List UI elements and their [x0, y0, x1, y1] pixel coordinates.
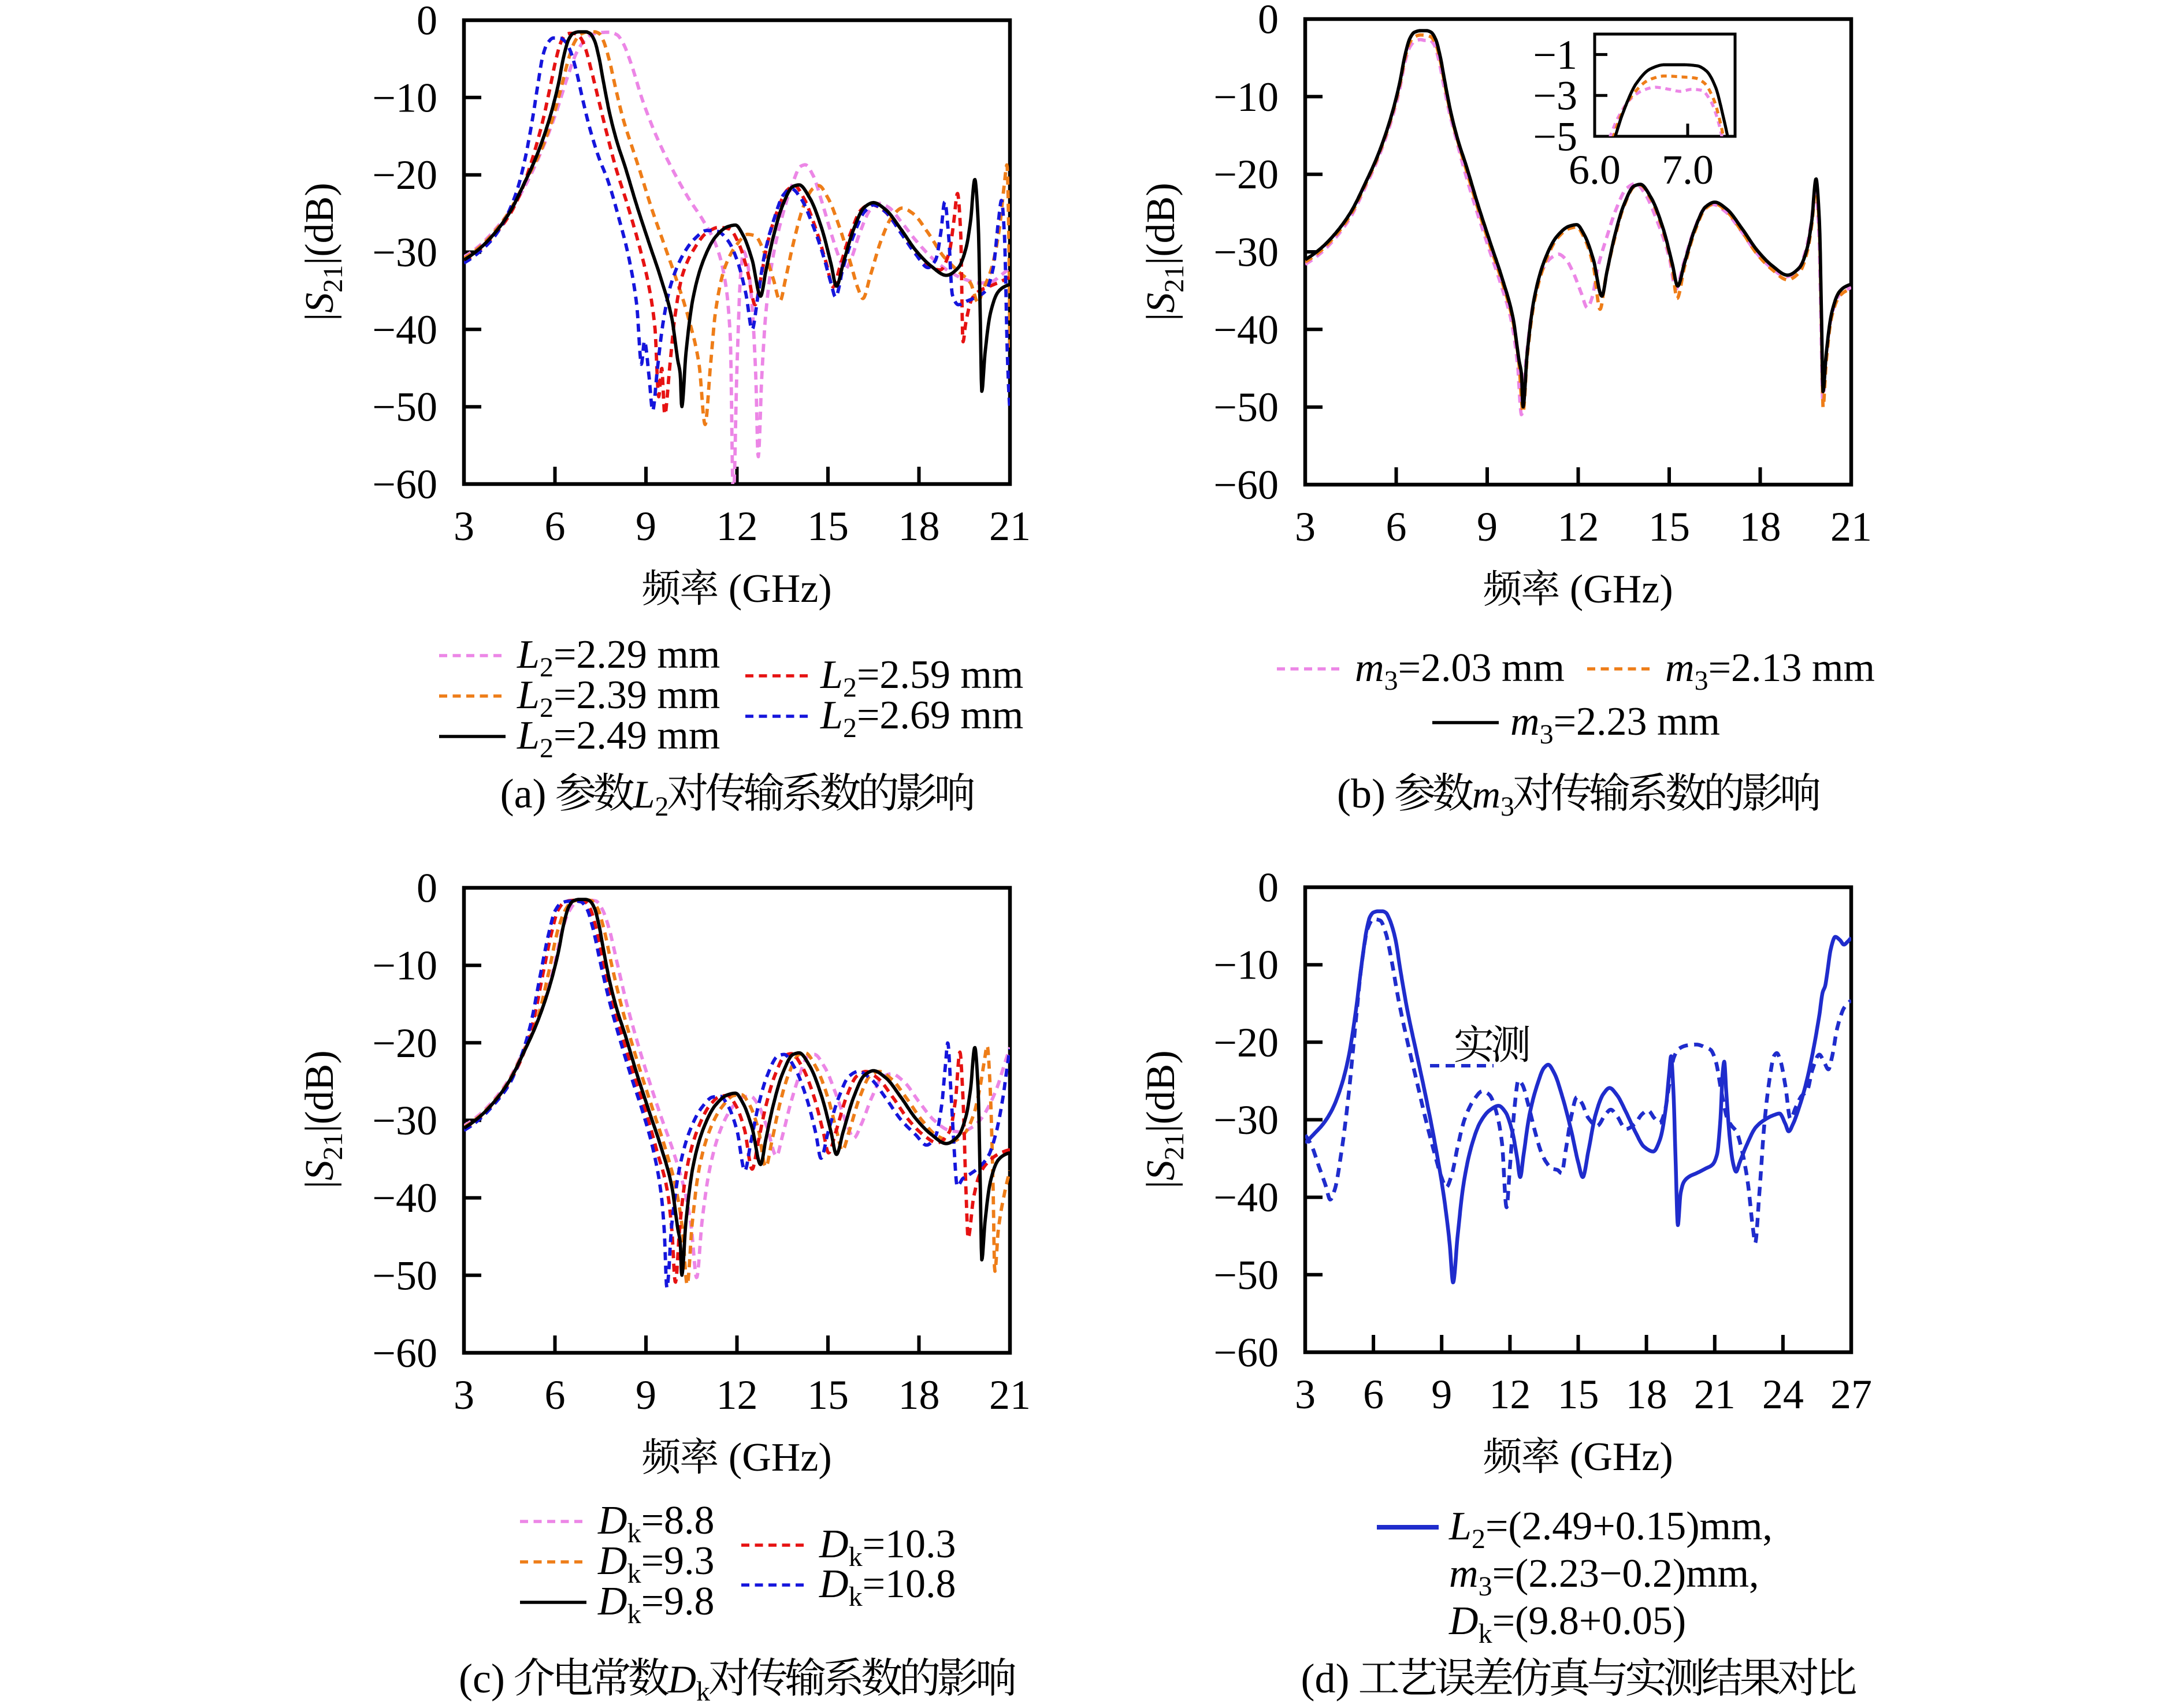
svg-text:9: 9	[636, 1372, 656, 1418]
svg-text:21: 21	[989, 1372, 1031, 1418]
svg-text:Dk: Dk	[667, 1657, 710, 1704]
svg-text:−20: −20	[1213, 151, 1279, 198]
svg-text:3: 3	[1295, 504, 1316, 550]
svg-text:−50: −50	[372, 1252, 437, 1299]
svg-text:−40: −40	[372, 1175, 437, 1221]
svg-text:21: 21	[1830, 504, 1872, 550]
svg-text:15: 15	[807, 1372, 849, 1418]
svg-text:3: 3	[454, 503, 474, 549]
svg-text:0: 0	[1258, 865, 1279, 911]
svg-text:9: 9	[1431, 1371, 1452, 1417]
svg-text:15: 15	[1558, 1371, 1599, 1417]
svg-text:|S21|(dB): |S21|(dB)	[298, 1050, 348, 1188]
svg-text:−10: −10	[372, 943, 437, 989]
svg-text:Dk=10.3: Dk=10.3	[819, 1522, 956, 1572]
svg-text:0: 0	[417, 0, 437, 44]
svg-text:21: 21	[1694, 1371, 1736, 1417]
svg-text:21: 21	[989, 503, 1031, 549]
svg-text:18: 18	[898, 503, 940, 549]
svg-text:6: 6	[545, 503, 566, 549]
svg-text:|S21|(dB): |S21|(dB)	[1139, 183, 1190, 321]
svg-text:L2=(2.49+0.15)mm,: L2=(2.49+0.15)mm,	[1448, 1504, 1773, 1554]
svg-text:−30: −30	[372, 1097, 437, 1144]
svg-text:−5: −5	[1533, 114, 1577, 160]
svg-text:3: 3	[1295, 1371, 1316, 1417]
svg-text:12: 12	[1489, 1371, 1531, 1417]
svg-text:(GHz): (GHz)	[1570, 567, 1673, 612]
svg-text:Dk=10.8: Dk=10.8	[819, 1562, 956, 1612]
svg-text:6: 6	[1363, 1371, 1384, 1417]
svg-text:6: 6	[545, 1372, 566, 1418]
svg-text:−40: −40	[1213, 1174, 1279, 1221]
svg-text:L2=2.59 mm: L2=2.59 mm	[820, 653, 1023, 703]
svg-text:−1: −1	[1533, 32, 1577, 78]
svg-text:Dk=9.8: Dk=9.8	[597, 1579, 715, 1629]
svg-text:24: 24	[1762, 1371, 1804, 1417]
svg-text:12: 12	[716, 503, 758, 549]
svg-text:−60: −60	[1213, 462, 1279, 508]
svg-text:−40: −40	[372, 307, 437, 353]
svg-text:Dk=8.8: Dk=8.8	[597, 1498, 715, 1549]
svg-text:(c): (c)	[459, 1655, 505, 1702]
svg-text:−50: −50	[372, 384, 437, 430]
svg-text:−3: −3	[1533, 73, 1577, 119]
svg-text:9: 9	[1477, 504, 1498, 550]
svg-text:−50: −50	[1213, 384, 1279, 430]
svg-text:0: 0	[417, 865, 437, 911]
svg-text:6.0: 6.0	[1569, 147, 1621, 193]
svg-text:18: 18	[898, 1372, 940, 1418]
svg-text:|S21|(dB): |S21|(dB)	[1139, 1050, 1190, 1188]
svg-text:L2=2.29 mm: L2=2.29 mm	[517, 633, 720, 683]
svg-text:−20: −20	[372, 1020, 437, 1066]
svg-text:(d): (d)	[1301, 1655, 1350, 1702]
svg-text:Dk=(9.8+0.05): Dk=(9.8+0.05)	[1448, 1599, 1686, 1649]
svg-text:m3=(2.23−0.2)mm,: m3=(2.23−0.2)mm,	[1449, 1552, 1759, 1602]
svg-text:(GHz): (GHz)	[729, 567, 832, 611]
svg-text:3: 3	[454, 1372, 474, 1418]
svg-text:m3=2.03 mm: m3=2.03 mm	[1355, 646, 1565, 696]
svg-text:−50: −50	[1213, 1252, 1279, 1298]
svg-text:(GHz): (GHz)	[1570, 1435, 1673, 1479]
svg-text:|S21|(dB): |S21|(dB)	[298, 183, 348, 321]
svg-text:0: 0	[1258, 0, 1279, 43]
svg-text:L2=2.69 mm: L2=2.69 mm	[820, 693, 1023, 743]
svg-text:−20: −20	[1213, 1020, 1279, 1066]
svg-text:m3: m3	[1472, 772, 1514, 822]
svg-text:7.0: 7.0	[1662, 147, 1714, 193]
svg-text:15: 15	[807, 503, 849, 549]
svg-text:−40: −40	[1213, 307, 1279, 353]
svg-text:Dk=9.3: Dk=9.3	[597, 1539, 715, 1589]
svg-text:−60: −60	[372, 1330, 437, 1376]
svg-text:27: 27	[1830, 1371, 1872, 1417]
svg-text:12: 12	[1558, 504, 1599, 550]
svg-text:−30: −30	[1213, 229, 1279, 276]
svg-text:L2=2.49 mm: L2=2.49 mm	[517, 713, 720, 764]
svg-text:(b): (b)	[1337, 771, 1386, 817]
svg-text:−60: −60	[372, 462, 437, 508]
svg-text:m3=2.23 mm: m3=2.23 mm	[1510, 700, 1720, 750]
svg-text:L2=2.39 mm: L2=2.39 mm	[517, 673, 720, 723]
svg-text:m3=2.13 mm: m3=2.13 mm	[1665, 646, 1875, 696]
svg-text:(a): (a)	[500, 771, 547, 817]
svg-text:−20: −20	[372, 152, 437, 198]
svg-text:6: 6	[1386, 504, 1407, 550]
svg-text:(GHz): (GHz)	[729, 1435, 832, 1480]
svg-text:18: 18	[1626, 1371, 1667, 1417]
svg-text:−10: −10	[1213, 942, 1279, 988]
svg-text:L2: L2	[633, 772, 669, 822]
svg-text:−30: −30	[1213, 1097, 1279, 1143]
svg-text:15: 15	[1648, 504, 1690, 550]
svg-text:−30: −30	[372, 229, 437, 276]
svg-text:9: 9	[636, 503, 656, 549]
svg-text:12: 12	[716, 1372, 758, 1418]
svg-text:18: 18	[1740, 504, 1781, 550]
svg-text:−10: −10	[372, 75, 437, 121]
svg-text:−60: −60	[1213, 1330, 1279, 1376]
svg-text:−10: −10	[1213, 74, 1279, 120]
